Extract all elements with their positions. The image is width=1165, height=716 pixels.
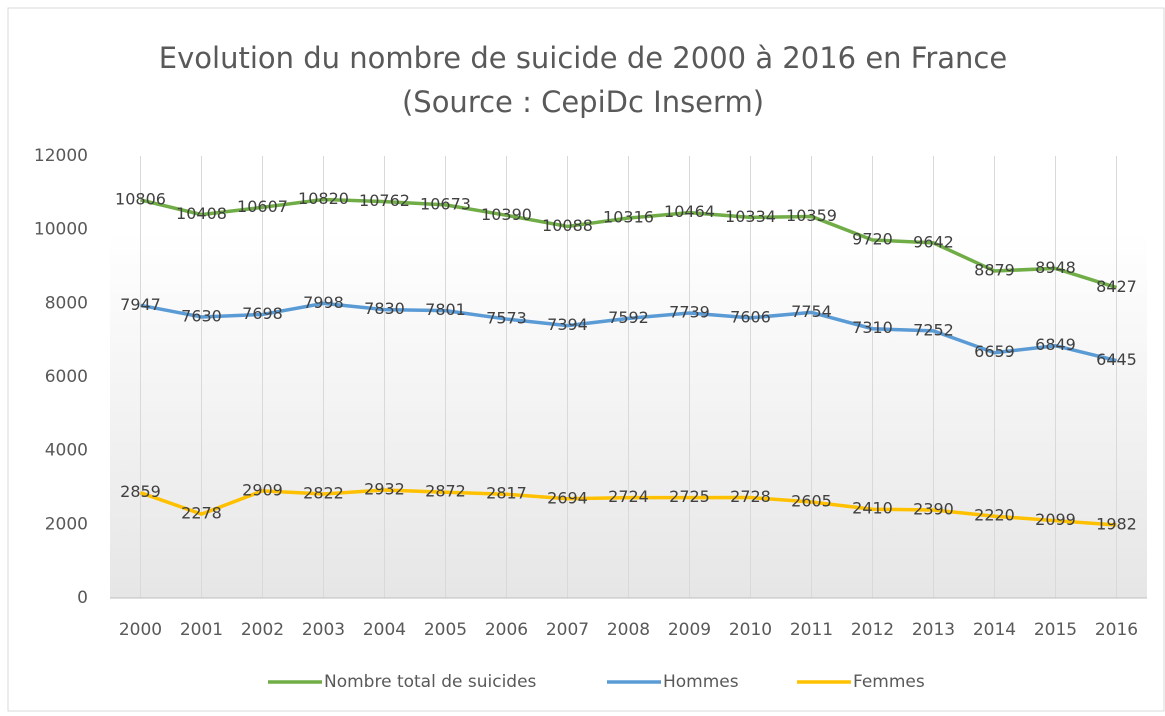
data-label: 10359 xyxy=(786,206,837,225)
data-label: 10316 xyxy=(603,208,654,227)
data-label: 7252 xyxy=(913,320,954,339)
legend-label: Nombre total de suicides xyxy=(324,672,537,692)
y-tick-label: 0 xyxy=(77,588,88,608)
data-label: 2278 xyxy=(181,504,222,523)
data-label: 7630 xyxy=(181,306,222,325)
x-tick-label: 2009 xyxy=(668,620,711,640)
x-tick-label: 2013 xyxy=(912,620,955,640)
y-tick-label: 8000 xyxy=(45,293,88,313)
data-label: 10607 xyxy=(237,197,288,216)
data-label: 2390 xyxy=(913,499,954,518)
legend-label: Femmes xyxy=(853,672,925,692)
data-label: 7947 xyxy=(120,295,161,314)
data-label: 2099 xyxy=(1035,510,1076,529)
data-label: 7739 xyxy=(669,302,710,321)
y-tick-label: 4000 xyxy=(45,441,88,461)
data-label: 9720 xyxy=(852,229,893,248)
data-label: 8879 xyxy=(974,260,1015,279)
data-label: 10806 xyxy=(115,189,166,208)
series-line xyxy=(139,488,1117,527)
data-label: 10820 xyxy=(298,189,349,208)
x-tick-label: 2007 xyxy=(546,620,589,640)
data-label: 2220 xyxy=(974,506,1015,525)
data-label: 10762 xyxy=(359,191,410,210)
y-tick-label: 12000 xyxy=(34,146,88,166)
x-tick-label: 2000 xyxy=(119,620,162,640)
y-tick-label: 6000 xyxy=(45,367,88,387)
x-tick-label: 2015 xyxy=(1034,620,1077,640)
data-label: 7830 xyxy=(364,299,405,318)
data-label: 10390 xyxy=(481,205,532,224)
chart-title: Evolution du nombre de suicide de 2000 à… xyxy=(159,41,1007,75)
data-label: 10673 xyxy=(420,194,471,213)
data-label: 7698 xyxy=(242,304,283,323)
data-label: 8427 xyxy=(1096,277,1137,296)
data-label: 7998 xyxy=(303,293,344,312)
data-label: 7801 xyxy=(425,300,466,319)
data-label: 8948 xyxy=(1035,258,1076,277)
data-label: 2728 xyxy=(730,487,771,506)
x-tick-label: 2008 xyxy=(607,620,650,640)
data-label: 6849 xyxy=(1035,335,1076,354)
data-label: 9642 xyxy=(913,232,954,251)
series-line xyxy=(140,301,1117,363)
data-label: 2872 xyxy=(425,482,466,501)
data-label: 2932 xyxy=(364,480,405,499)
x-tick-label: 2012 xyxy=(851,620,894,640)
data-label: 2909 xyxy=(242,480,283,499)
data-label: 10408 xyxy=(176,204,227,223)
series-line xyxy=(140,197,1118,290)
data-label: 7592 xyxy=(608,308,649,327)
data-label: 10334 xyxy=(725,207,776,226)
y-tick-label: 2000 xyxy=(45,514,88,534)
x-tick-label: 2001 xyxy=(180,620,223,640)
data-label: 6659 xyxy=(974,342,1015,361)
data-label: 7754 xyxy=(791,302,832,321)
x-tick-label: 2006 xyxy=(485,620,528,640)
data-label: 2410 xyxy=(852,499,893,518)
data-label: 2859 xyxy=(120,482,161,501)
data-label: 7310 xyxy=(852,318,893,337)
data-label: 7573 xyxy=(486,309,527,328)
x-tick-label: 2005 xyxy=(424,620,467,640)
data-label: 2725 xyxy=(669,487,710,506)
data-label: 7606 xyxy=(730,307,771,326)
data-label: 2822 xyxy=(303,484,344,503)
data-label: 10088 xyxy=(542,216,593,235)
legend-label: Hommes xyxy=(663,672,739,692)
x-tick-label: 2003 xyxy=(302,620,345,640)
chart-subtitle: (Source : CepiDc Inserm) xyxy=(402,85,764,119)
data-label: 2724 xyxy=(608,487,649,506)
x-tick-label: 2010 xyxy=(729,620,772,640)
data-label: 7394 xyxy=(547,315,588,334)
data-label: 2817 xyxy=(486,484,527,503)
data-label: 1982 xyxy=(1096,514,1137,533)
x-tick-label: 2014 xyxy=(973,620,1016,640)
data-label: 2694 xyxy=(547,488,588,507)
data-label: 2605 xyxy=(791,492,832,511)
x-tick-label: 2016 xyxy=(1095,620,1138,640)
x-tick-label: 2004 xyxy=(363,620,406,640)
x-tick-label: 2002 xyxy=(241,620,284,640)
y-tick-label: 10000 xyxy=(34,220,88,240)
data-label: 10464 xyxy=(664,202,715,221)
data-label: 6445 xyxy=(1096,350,1137,369)
x-tick-label: 2011 xyxy=(790,620,833,640)
